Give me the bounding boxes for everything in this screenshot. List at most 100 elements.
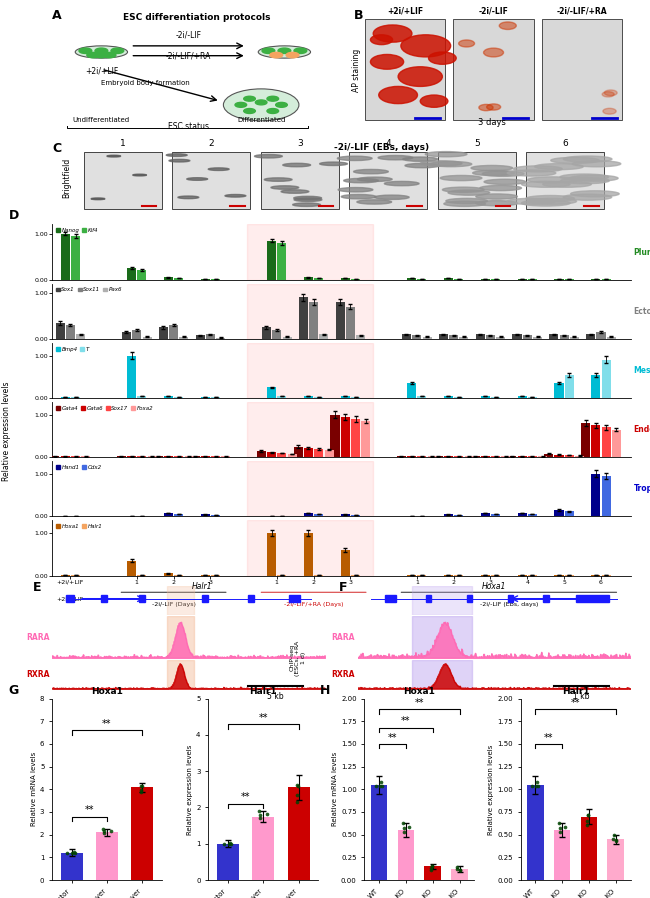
Circle shape (341, 195, 376, 198)
Bar (454, 515, 463, 516)
Bar (439, 334, 448, 339)
Circle shape (514, 166, 562, 172)
Point (68, 845, 79, 859)
Circle shape (459, 40, 474, 47)
Circle shape (521, 181, 570, 188)
Bar (612, 429, 621, 457)
Circle shape (473, 171, 514, 176)
Text: RARA: RARA (26, 632, 49, 641)
Point (452, 862, 463, 876)
Circle shape (224, 89, 299, 121)
Circle shape (444, 201, 486, 207)
Bar (164, 513, 173, 516)
Bar (451, 869, 468, 880)
Circle shape (379, 86, 417, 103)
Legend: Bmp4, T: Bmp4, T (55, 346, 90, 353)
Bar (356, 335, 365, 339)
Point (554, 816, 564, 831)
Circle shape (166, 154, 187, 156)
Point (611, 833, 621, 848)
Text: B: B (354, 9, 363, 22)
Circle shape (373, 25, 412, 42)
Point (455, 863, 465, 877)
Text: -2i/-LIF (EBs, days): -2i/-LIF (EBs, days) (334, 143, 429, 152)
Text: +2i/+LIF: +2i/+LIF (387, 6, 423, 15)
Bar (467, 594, 473, 603)
Text: Mesoderm: Mesoderm (633, 366, 650, 375)
Bar (289, 594, 300, 603)
Point (427, 858, 437, 873)
Bar (164, 277, 173, 280)
Circle shape (320, 162, 348, 165)
Circle shape (276, 102, 287, 108)
Text: **: ** (84, 806, 94, 815)
Circle shape (480, 185, 521, 190)
Text: Pluripotency: Pluripotency (633, 248, 650, 257)
Text: E: E (33, 581, 42, 594)
Point (291, 795, 302, 809)
Bar (257, 451, 266, 457)
Bar (278, 242, 287, 280)
Bar (216, 338, 226, 339)
Bar (101, 594, 107, 603)
Text: 1 kb: 1 kb (573, 691, 590, 700)
Point (608, 832, 619, 846)
Bar (407, 383, 416, 398)
Circle shape (484, 48, 504, 57)
Bar (341, 278, 350, 280)
Circle shape (421, 161, 462, 166)
Bar (460, 337, 469, 339)
Text: A: A (52, 9, 62, 22)
Bar (202, 594, 207, 603)
Bar (586, 334, 595, 339)
Bar (341, 515, 350, 516)
Bar (438, 152, 516, 208)
Bar (412, 659, 473, 689)
Bar (164, 574, 173, 576)
Bar (137, 269, 146, 280)
Bar (272, 330, 281, 339)
Bar (528, 397, 537, 398)
Bar (526, 152, 604, 208)
Bar (449, 335, 458, 339)
Text: 5: 5 (474, 138, 480, 147)
Bar (565, 455, 574, 457)
Bar (565, 278, 574, 280)
Circle shape (560, 174, 608, 180)
Circle shape (378, 155, 413, 160)
Bar (517, 396, 526, 398)
Bar (127, 560, 136, 576)
Text: -2i/-LIF (EBs, days): -2i/-LIF (EBs, days) (480, 603, 538, 607)
Text: **: ** (388, 733, 397, 743)
Point (583, 808, 593, 823)
Text: Ectoderm: Ectoderm (633, 307, 650, 316)
Bar (597, 332, 606, 339)
Bar (174, 277, 183, 280)
Bar (608, 840, 624, 880)
Bar (324, 450, 333, 457)
Circle shape (107, 155, 121, 157)
Circle shape (448, 190, 489, 195)
Circle shape (292, 203, 320, 207)
Point (136, 779, 146, 793)
Bar (417, 396, 426, 398)
Title: Hoxa1: Hoxa1 (404, 688, 436, 697)
Text: **: ** (544, 733, 553, 743)
Bar (581, 423, 590, 457)
Text: 3 days: 3 days (478, 118, 506, 127)
Circle shape (401, 35, 450, 57)
Circle shape (484, 180, 526, 184)
Point (532, 775, 542, 789)
Point (398, 825, 409, 840)
Y-axis label: Relative expression levels: Relative expression levels (187, 744, 193, 834)
Point (224, 837, 234, 851)
Circle shape (294, 197, 322, 199)
Bar (341, 417, 350, 457)
Bar (247, 284, 372, 339)
Point (554, 825, 565, 840)
Point (99, 824, 109, 839)
Text: ESC status: ESC status (168, 121, 209, 131)
Circle shape (354, 170, 388, 174)
Bar (159, 328, 168, 339)
Bar (127, 356, 136, 398)
